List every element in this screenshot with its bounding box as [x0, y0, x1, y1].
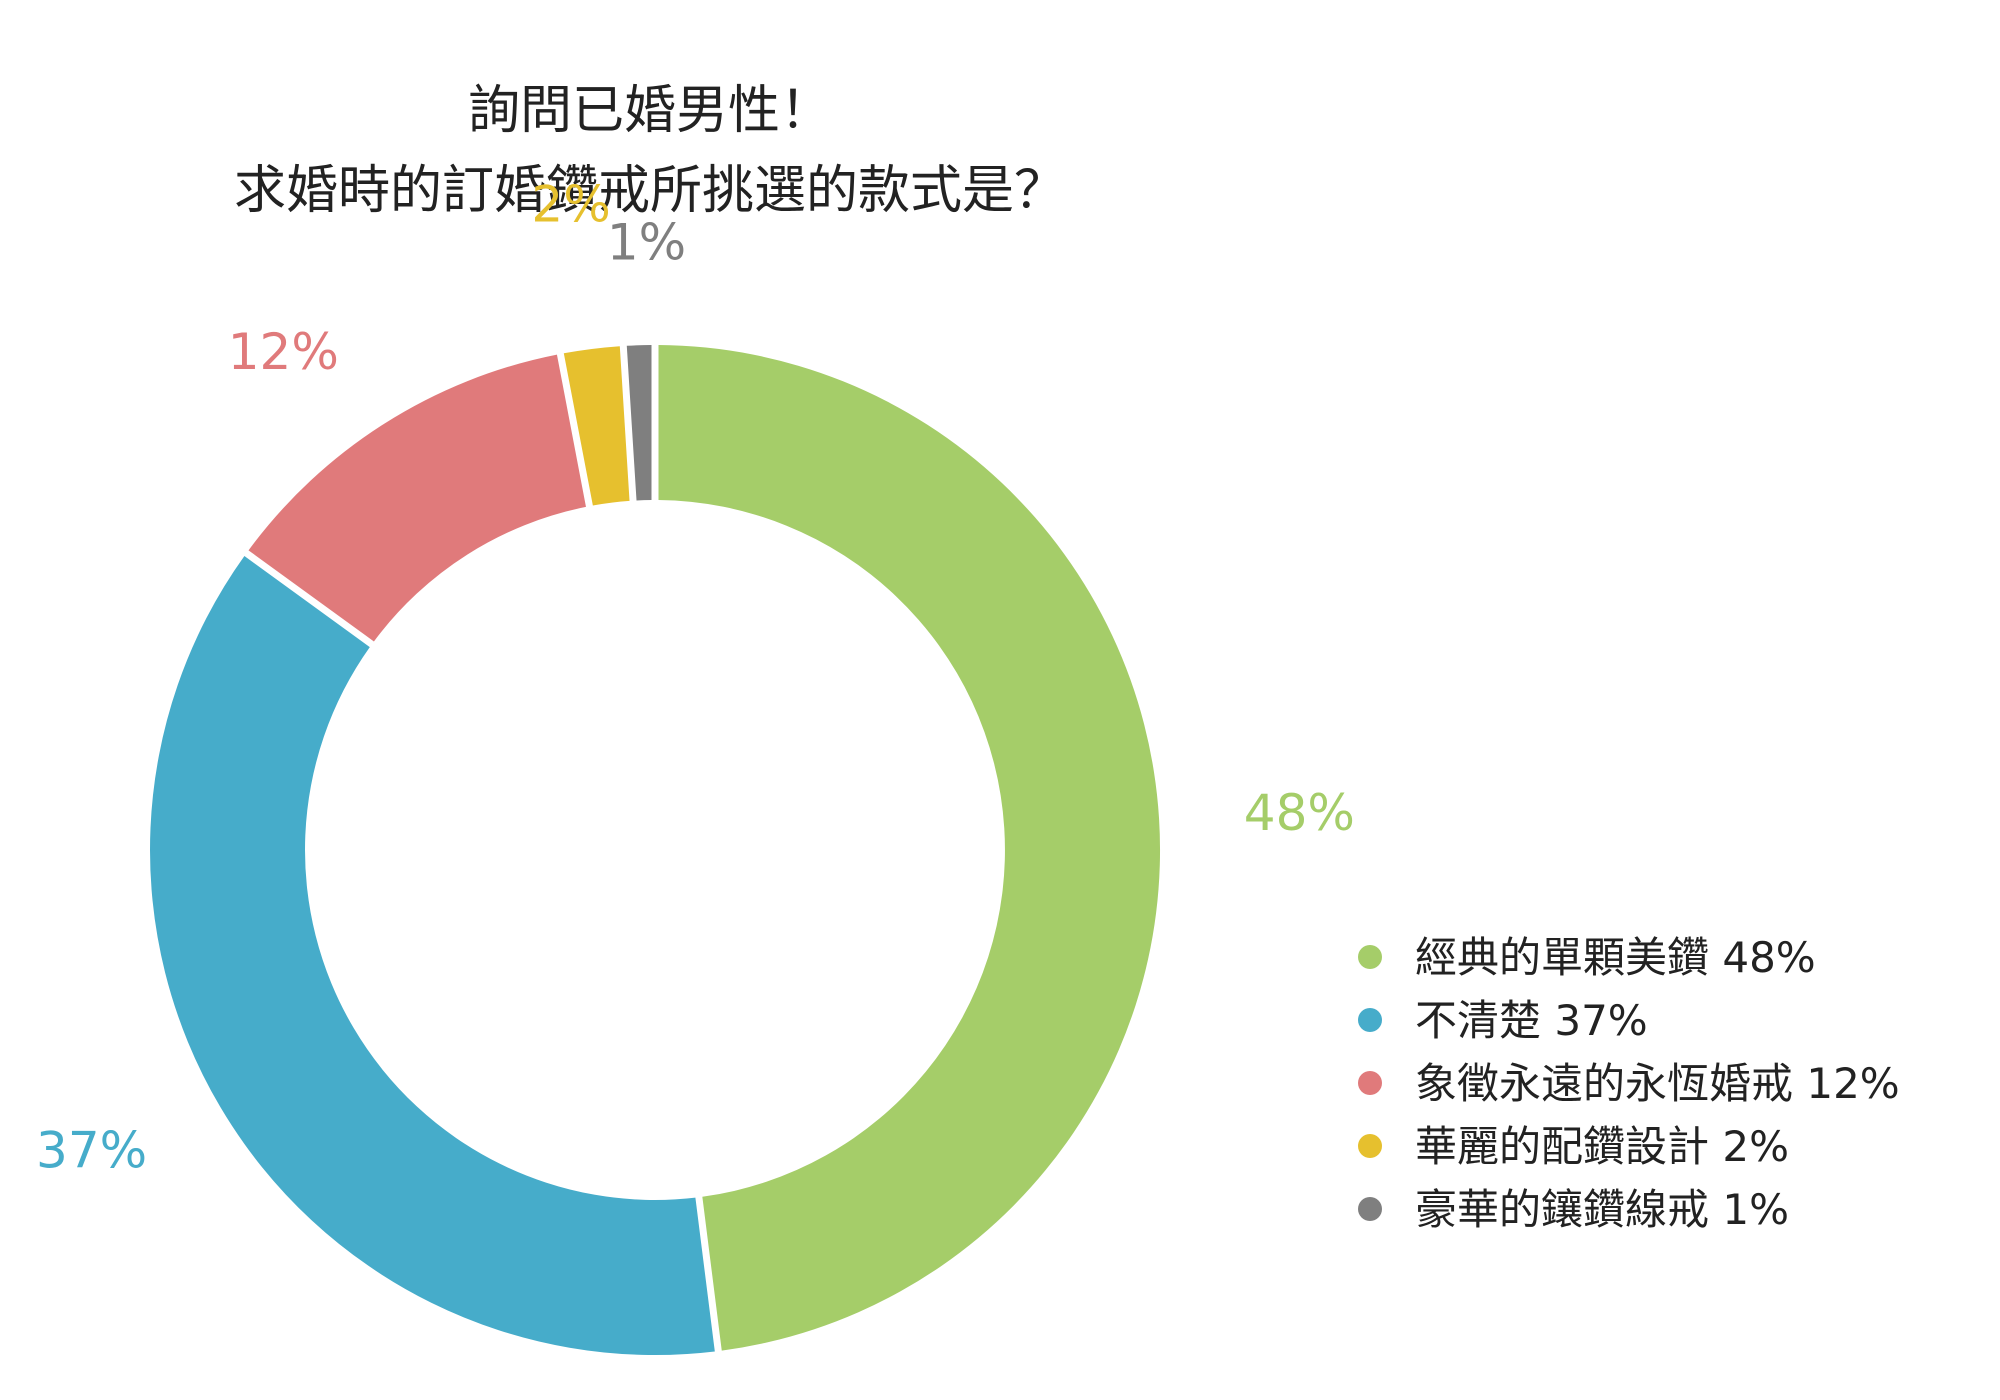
slice-value-label-5: 1% — [607, 213, 686, 271]
donut-slice-1 — [658, 345, 1161, 1351]
legend-entry-5: 豪華的鑲鑽線戒 1% — [1415, 1185, 1789, 1234]
donut-slice-2 — [150, 556, 715, 1355]
legend-marker-1 — [1358, 945, 1382, 969]
donut-slice-4 — [563, 346, 630, 506]
chart-title-line-2: 求婚時的訂婚鑽戒所挑選的款式是？ — [234, 161, 1066, 221]
slice-value-label-1: 48% — [1244, 784, 1355, 842]
slice-value-label-3: 12% — [228, 323, 339, 381]
legend-marker-4 — [1358, 1134, 1382, 1158]
chart-title-line-1: 詢問已婚男性！ — [468, 81, 832, 141]
legend-entry-2: 不清楚 37% — [1415, 996, 1648, 1045]
legend-marker-3 — [1358, 1071, 1382, 1095]
legend-entry-3: 象徵永遠的永恆婚戒 12% — [1415, 1059, 1900, 1108]
legend: 經典的單顆美鑽 48% 不清楚 37% 象徵永遠的永恆婚戒 12% 華麗的配鑽設計 2… — [1358, 933, 1900, 1234]
slice-value-labels: 48% 37% 12% 2%1% — [36, 176, 1355, 1180]
legend-marker-5 — [1358, 1197, 1382, 1221]
chart-title: 詢問已婚男性！ 求婚時的訂婚鑽戒所挑選的款式是？ — [234, 81, 1066, 221]
legend-marker-2 — [1358, 1008, 1382, 1032]
donut-slice-5 — [626, 345, 652, 501]
legend-entry-1: 經典的單顆美鑽 48% — [1415, 933, 1816, 982]
legend-entry-4: 華麗的配鑽設計 2% — [1415, 1122, 1789, 1171]
slice-value-label-2: 37% — [36, 1121, 147, 1179]
slice-value-label-4: 2% — [531, 176, 610, 234]
donut-slice-3 — [248, 354, 586, 642]
donut-slices — [150, 345, 1161, 1355]
